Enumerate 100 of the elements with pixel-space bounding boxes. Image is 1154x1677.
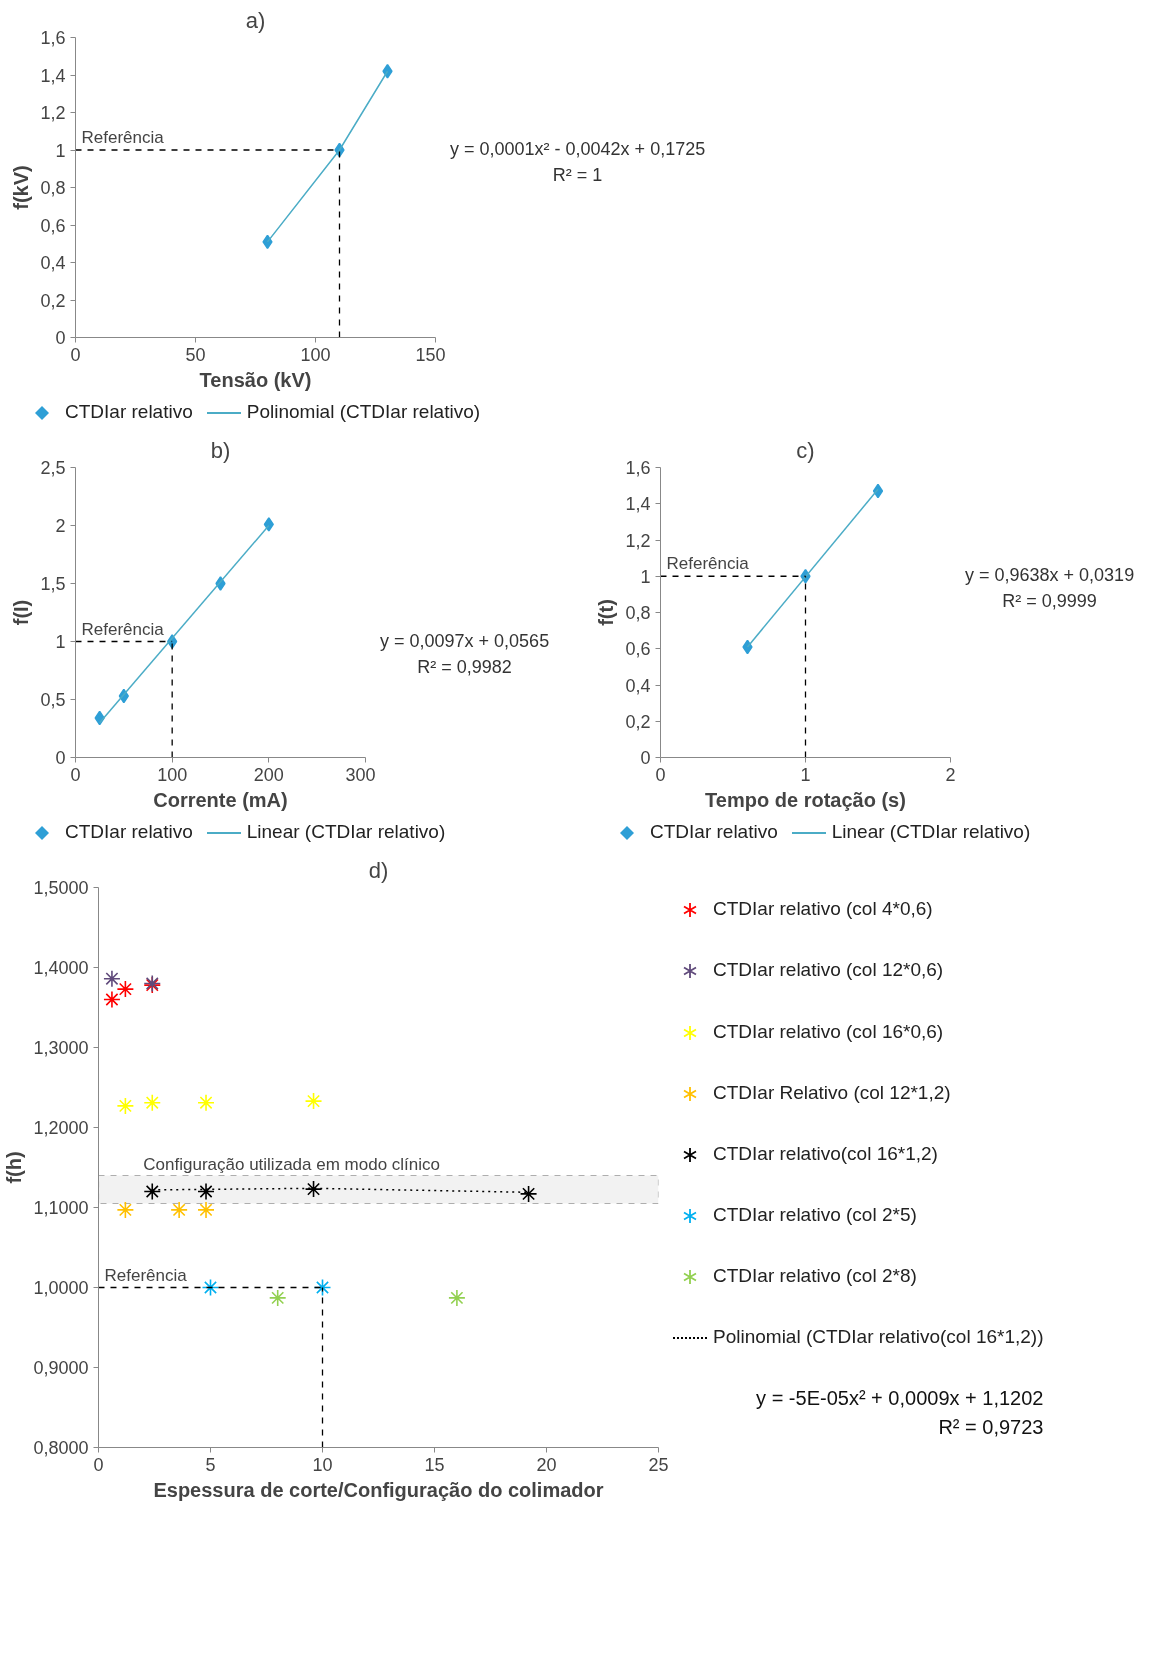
legend-label: CTDIar Relativo (col 12*1,2): [713, 1081, 951, 1103]
y-tick-label: 0,8: [625, 603, 651, 624]
legend-label: Linear (CTDIar relativo): [831, 821, 1031, 843]
x-axis-title: Tempo de rotação (s): [705, 788, 906, 811]
y-tick-label: 0,4: [40, 253, 66, 273]
chart-title: c): [796, 437, 815, 463]
y-tick-label: 1,2: [625, 530, 651, 551]
x-tick-label: 100: [157, 764, 188, 785]
chart-title: d): [368, 857, 389, 883]
band-label: Configuração utilizada em modo clínico: [143, 1154, 441, 1174]
ref-line-label: Referência: [104, 1265, 188, 1285]
x-tick-label: 1: [800, 764, 811, 785]
y-tick-label: 0,8: [40, 178, 66, 198]
y-axis-title: f(I): [10, 599, 33, 626]
x-tick-label: 15: [424, 1454, 445, 1475]
point: [103, 970, 121, 988]
legend-label: CTDIar relativo(col 16*1,2): [713, 1142, 938, 1164]
text: R² = 0,9999: [1001, 589, 1098, 613]
point: [116, 1201, 135, 1219]
legend-label: CTDIar relativo (col 12*0,6): [713, 959, 944, 981]
legend-label: CTDIar relativo: [65, 401, 193, 422]
chart-title: b): [210, 437, 231, 463]
x-axis-title: Espessura de corte/Configuração do colimador: [153, 1478, 604, 1501]
point: [103, 990, 121, 1009]
legend-label: CTDIar relativo (col 2*8): [713, 1265, 917, 1287]
point: [116, 980, 135, 999]
y-axis-title: f(t): [595, 599, 618, 626]
y-tick-label: 0,8000: [33, 1438, 89, 1459]
y-tick-label: 1,5000: [33, 878, 89, 899]
y-tick-label: 0,9000: [33, 1358, 89, 1379]
x-axis-title: Tensão (kV): [199, 368, 312, 391]
ref-line-label: Referência: [81, 128, 165, 147]
y-tick-label: 1,4: [625, 494, 651, 515]
point: [143, 1182, 162, 1201]
y-tick-label: 1,6: [625, 458, 651, 479]
x-tick-label: 50: [185, 344, 206, 365]
ref-line-label: Referência: [666, 554, 750, 574]
x-tick-label: 150: [415, 344, 446, 365]
ref-line-label: Referência: [81, 619, 165, 639]
x-tick-label: 10: [312, 1454, 333, 1475]
point: [197, 1201, 215, 1219]
legend-label: Polinomial (CTDIar relativo): [246, 401, 481, 422]
y-tick-label: 1: [55, 632, 66, 653]
x-tick-label: 5: [205, 1454, 216, 1475]
y-tick-label: 1,3000: [33, 1038, 89, 1059]
point: [201, 1278, 220, 1297]
y-tick-label: 1,0000: [33, 1278, 89, 1299]
y-tick-label: 0: [55, 328, 66, 348]
y-tick-label: 0,2: [40, 290, 66, 311]
y-tick-label: 2: [55, 516, 66, 537]
x-tick-label: 100: [300, 344, 331, 365]
y-tick-label: 0,6: [625, 639, 651, 660]
text: y = 0,9638x + 0,0319: [965, 564, 1135, 588]
text: y = 0,0001x² - 0,0042x + 0,1725: [450, 138, 706, 161]
legend-label: Polinomial (CTDIar relativo(col 16*1,2)): [713, 1326, 1044, 1348]
y-tick-label: 0,5: [40, 690, 66, 711]
y-tick-label: 1,4: [40, 65, 66, 86]
point: [116, 1097, 135, 1115]
x-tick-label: 25: [648, 1454, 669, 1475]
point: [313, 1278, 332, 1297]
x-tick-label: 0: [93, 1454, 104, 1475]
y-tick-label: 0,6: [40, 215, 66, 236]
x-tick-label: 200: [253, 764, 284, 785]
point: [872, 483, 884, 499]
point: [304, 1180, 323, 1199]
legend-label: CTDIar relativo (col 2*5): [713, 1203, 917, 1225]
y-axis-title: f(kV): [10, 165, 33, 210]
point: [263, 517, 274, 532]
y-tick-label: 2,5: [40, 458, 66, 479]
point: [304, 1092, 323, 1111]
text: y = -5E-05x² + 0,0009x + 1,1202: [755, 1386, 1044, 1412]
legend-label: CTDIar relativo: [65, 821, 193, 843]
legend-label: CTDIar relativo (col 4*0,6): [713, 898, 933, 920]
legend-label: CTDIar relativo: [650, 821, 778, 843]
y-axis-title: f(h): [3, 1151, 26, 1184]
x-tick-label: 300: [345, 764, 376, 785]
y-tick-label: 0: [55, 748, 66, 769]
point: [170, 1201, 188, 1219]
x-tick-label: 0: [655, 764, 666, 785]
point: [197, 1094, 215, 1112]
y-tick-label: 1: [640, 566, 651, 587]
y-tick-label: 1,2000: [33, 1118, 89, 1139]
point: [143, 1094, 162, 1112]
text: R² = 0,9982: [416, 655, 513, 679]
y-tick-label: 0,2: [625, 711, 651, 732]
x-tick-label: 2: [945, 764, 956, 785]
text: y = 0,0097x + 0,0565: [380, 630, 550, 654]
y-tick-label: 0,4: [625, 675, 651, 696]
x-axis-title: Corrente (mA): [153, 788, 288, 811]
chart-title: a): [245, 7, 266, 33]
y-tick-label: 1,6: [40, 28, 66, 48]
x-tick-label: 20: [536, 1454, 557, 1475]
y-tick-label: 1: [55, 140, 66, 161]
y-tick-label: 1,4000: [33, 958, 89, 979]
point: [448, 1289, 466, 1307]
legend-label: Linear (CTDIar relativo): [246, 821, 446, 843]
text: R² = 1: [551, 163, 604, 187]
point: [519, 1185, 538, 1203]
legend-label: CTDIar relativo (col 16*0,6): [713, 1020, 944, 1042]
text: R² = 0,9723: [937, 1414, 1044, 1440]
